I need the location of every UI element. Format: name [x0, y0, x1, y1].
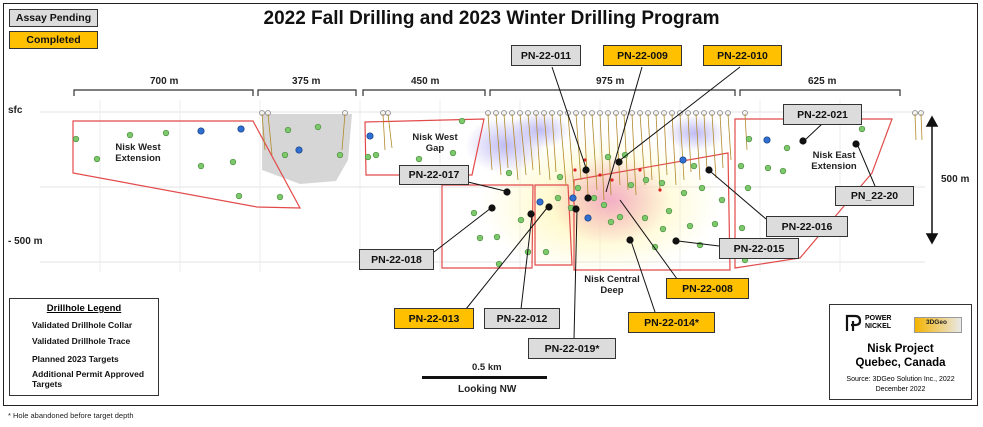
release-date: December 2022 — [875, 386, 926, 393]
zone-nisk-west-gap: Nisk West Gap — [412, 132, 458, 154]
hole-tag-pn-22-009: PN-22-009 — [603, 45, 682, 66]
hole-tag-pn-22-016: PN-22-016 — [766, 216, 848, 237]
drillhole-traces — [261, 113, 923, 201]
pink-halo — [550, 155, 670, 245]
hole-tag-pn-22-018: PN-22-018 — [359, 249, 434, 270]
footnote: * Hole abandoned before target depth — [8, 411, 134, 420]
zone-nisk-east-extension: Nisk East Extension — [811, 150, 857, 172]
completed-hole-pierce-points — [488, 137, 860, 245]
legend-item-collar: Validated Drillhole Collar — [32, 320, 133, 330]
power-nickel-logo — [845, 314, 862, 331]
hole-tag-pn-22-017: PN-22-017 — [399, 165, 469, 185]
drillhole-legend: Drillhole Legend Validated Drillhole Col… — [9, 298, 159, 396]
surface-label: sfc — [8, 105, 23, 116]
figure-title: 2022 Fall Drilling and 2023 Winter Drill… — [263, 8, 720, 29]
logo-text-3dgeo: 3DGeo — [926, 319, 947, 326]
legend-title: Drillhole Legend — [46, 303, 122, 314]
source-credit: Source: 3DGeo Solution Inc., 2022 — [846, 376, 955, 383]
hole-tag-pn-22-008: PN-22-008 — [666, 278, 749, 299]
segment-label-5: 625 m — [808, 76, 837, 87]
blue-halo-3 — [665, 115, 725, 151]
hole-tag-pn-22-021: PN-22-021 — [783, 104, 862, 125]
hole-tag-pn-22-20: PN_22-20 — [835, 186, 914, 206]
planned-targets — [197, 125, 771, 222]
hole-tag-pn-22-012: PN-22-012 — [484, 308, 560, 329]
scale-distance: 0.5 km — [472, 362, 502, 373]
legend-item-planned: Planned 2023 Targets — [32, 354, 119, 364]
hole-tag-pn-22-014: PN-22-014* — [628, 312, 715, 333]
trace-intersections — [573, 158, 662, 192]
logo-text-nickel: NICKEL — [865, 323, 892, 330]
zone-nisk-west-extension: Nisk West Extension — [115, 142, 161, 164]
hole-tag-pn-22-010: PN-22-010 — [703, 45, 782, 66]
zone-nisk-central-deep: Nisk Central Deep — [584, 274, 640, 296]
legend-item-permit: Additional Permit Approved Targets — [32, 369, 145, 389]
legend-completed: Completed — [9, 31, 98, 49]
logo-text-power: POWER — [865, 315, 892, 322]
vertical-scale — [925, 115, 939, 245]
grey-zone — [262, 114, 352, 184]
project-name: Nisk Project — [867, 343, 934, 355]
vertical-scale-label: 500 m — [941, 174, 970, 185]
segment-label-3: 450 m — [411, 76, 440, 87]
blue-halo-2 — [510, 112, 570, 148]
segment-label-2: 375 m — [292, 76, 321, 87]
callout-lines — [433, 66, 876, 340]
hole-tag-pn-22-011: PN-22-011 — [511, 45, 581, 66]
segment-label-1: 700 m — [150, 76, 179, 87]
view-direction: Looking NW — [458, 384, 517, 395]
horizontal-scale-bar — [422, 376, 547, 379]
segment-label-4: 975 m — [596, 76, 625, 87]
legend-item-trace: Validated Drillhole Trace — [32, 336, 131, 346]
project-info-box: POWER NICKEL 3DGeo Nisk Project Quebec, … — [829, 304, 972, 400]
depth-label-500: - 500 m — [8, 236, 43, 247]
segment-brackets — [73, 89, 901, 96]
drillhole-collars — [259, 110, 924, 116]
hole-tag-pn-22-013: PN-22-013 — [394, 308, 474, 329]
project-location: Quebec, Canada — [855, 357, 946, 369]
legend-assay-pending: Assay Pending — [9, 9, 98, 27]
hole-tag-pn-22-015: PN-22-015 — [719, 238, 799, 259]
3dgeo-logo — [914, 317, 962, 333]
hole-tag-pn-22-019: PN-22-019* — [528, 338, 616, 359]
